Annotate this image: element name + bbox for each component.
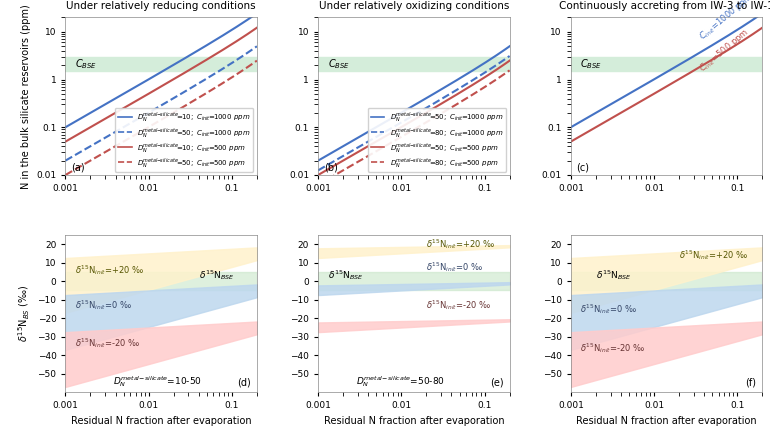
- Text: $C_{BSE}$: $C_{BSE}$: [581, 58, 602, 71]
- Text: $\delta^{15}$N$_{BSE}$: $\delta^{15}$N$_{BSE}$: [199, 268, 234, 282]
- Text: $\delta^{15}$N$_{init}$=-20 ‰: $\delta^{15}$N$_{init}$=-20 ‰: [581, 341, 646, 355]
- Text: (b): (b): [324, 162, 338, 172]
- Bar: [571, 272, 762, 290]
- Bar: [571, 57, 762, 71]
- X-axis label: Residual N fraction after evaporation: Residual N fraction after evaporation: [576, 416, 757, 426]
- Text: $\delta^{15}$N$_{BSE}$: $\delta^{15}$N$_{BSE}$: [596, 268, 631, 282]
- Text: (a): (a): [71, 162, 85, 172]
- Text: $C_{BSE}$: $C_{BSE}$: [327, 58, 350, 71]
- Bar: [65, 272, 257, 290]
- Text: (d): (d): [237, 378, 251, 388]
- Legend: $D_N^{metal\!\!-\!\!silicate}\!\!=\!\!50;\ C_{init}\!\!=\!\!1000\ ppm$, $D_N^{me: $D_N^{metal\!\!-\!\!silicate}\!\!=\!\!50…: [368, 108, 506, 171]
- Y-axis label: N in the bulk silicate reservoirs (ppm): N in the bulk silicate reservoirs (ppm): [21, 4, 31, 189]
- Title: Under relatively reducing conditions: Under relatively reducing conditions: [66, 1, 256, 11]
- Text: $\delta^{15}$N$_{init}$=-20 ‰: $\delta^{15}$N$_{init}$=-20 ‰: [75, 336, 140, 350]
- Y-axis label: $\delta^{15}$N$_{BS}$ (‰): $\delta^{15}$N$_{BS}$ (‰): [16, 285, 32, 342]
- Text: $C_{init}$=1000 ppm: $C_{init}$=1000 ppm: [697, 0, 756, 43]
- Text: $D_N^{metal\!-\!silicate}$=10-50: $D_N^{metal\!-\!silicate}$=10-50: [113, 374, 203, 389]
- Text: $\delta^{15}$N$_{init}$=-20 ‰: $\delta^{15}$N$_{init}$=-20 ‰: [427, 299, 492, 313]
- Text: (e): (e): [490, 378, 504, 388]
- Text: (c): (c): [577, 162, 590, 172]
- Title: Continuously accreting from IW-3 to IW-1: Continuously accreting from IW-3 to IW-1: [559, 1, 770, 11]
- Text: $\delta^{15}$N$_{init}$=+20 ‰: $\delta^{15}$N$_{init}$=+20 ‰: [75, 263, 145, 277]
- X-axis label: Residual N fraction after evaporation: Residual N fraction after evaporation: [71, 416, 252, 426]
- Text: $\delta^{15}$N$_{init}$=0 ‰: $\delta^{15}$N$_{init}$=0 ‰: [581, 302, 638, 316]
- Text: $C_{init}$=500 ppm: $C_{init}$=500 ppm: [697, 26, 752, 75]
- Title: Under relatively oxidizing conditions: Under relatively oxidizing conditions: [319, 1, 509, 11]
- Text: $\delta^{15}$N$_{init}$=0 ‰: $\delta^{15}$N$_{init}$=0 ‰: [427, 261, 484, 275]
- Bar: [65, 57, 257, 71]
- Text: $\delta^{15}$N$_{init}$=0 ‰: $\delta^{15}$N$_{init}$=0 ‰: [75, 299, 132, 313]
- Text: $\delta^{15}$N$_{init}$=+20 ‰: $\delta^{15}$N$_{init}$=+20 ‰: [679, 249, 748, 262]
- Text: $D_N^{metal\!-\!silicate}$=50-80: $D_N^{metal\!-\!silicate}$=50-80: [357, 374, 445, 389]
- Text: $C_{BSE}$: $C_{BSE}$: [75, 58, 97, 71]
- Bar: [318, 57, 510, 71]
- X-axis label: Residual N fraction after evaporation: Residual N fraction after evaporation: [323, 416, 504, 426]
- Legend: $D_N^{metal\!\!-\!\!silicate}\!\!=\!\!10;\ C_{init}\!\!=\!\!1000\ ppm$, $D_N^{me: $D_N^{metal\!\!-\!\!silicate}\!\!=\!\!10…: [115, 108, 253, 171]
- Text: $\delta^{15}$N$_{init}$=+20 ‰: $\delta^{15}$N$_{init}$=+20 ‰: [427, 238, 496, 251]
- Bar: [318, 272, 510, 290]
- Text: $\delta^{15}$N$_{BSE}$: $\delta^{15}$N$_{BSE}$: [327, 268, 363, 282]
- Text: (f): (f): [745, 378, 757, 388]
